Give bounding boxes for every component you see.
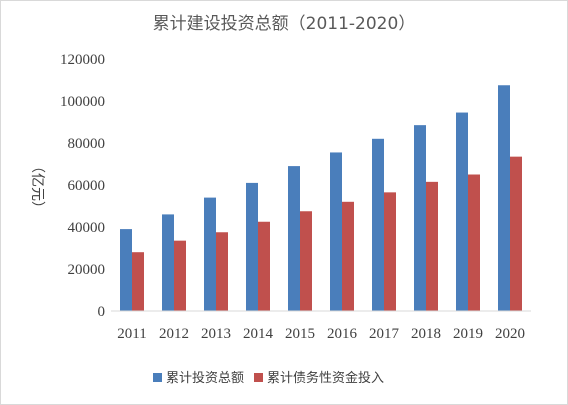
bars-group [120, 85, 522, 312]
bar-debt-funding [426, 181, 438, 311]
x-tick-label: 2020 [495, 326, 525, 342]
bar-debt-funding [174, 240, 186, 311]
legend-label-total-investment: 累计投资总额 [166, 370, 244, 386]
legend-label-debt-funding: 累计债务性资金投入 [267, 370, 384, 386]
legend: 累计投资总额 累计债务性资金投入 [153, 370, 384, 386]
x-tick-label: 2016 [327, 326, 358, 342]
bar-debt-funding [510, 156, 522, 311]
x-tick-label: 2012 [159, 326, 189, 342]
bar-debt-funding [384, 192, 396, 311]
x-tick-label: 2013 [201, 326, 231, 342]
bar-debt-funding [258, 221, 270, 311]
bar-total-investment [414, 125, 426, 312]
bar-total-investment [204, 197, 216, 311]
bar-total-investment [162, 214, 174, 311]
y-tick-label: 20000 [68, 262, 106, 278]
y-tick-label: 120000 [60, 52, 105, 68]
bar-total-investment [498, 85, 510, 311]
y-axis-ticks: 0 20000 40000 60000 80000 100000 120000 [60, 52, 105, 320]
bar-debt-funding [216, 232, 228, 311]
y-axis-label: （亿元） [29, 159, 45, 215]
x-tick-label: 2011 [117, 326, 146, 342]
bar-debt-funding [132, 252, 144, 311]
bar-total-investment [120, 229, 132, 311]
chart-title: 累计建设投资总额（2011-2020） [153, 14, 416, 34]
bar-debt-funding [300, 211, 312, 311]
bar-debt-funding [468, 174, 480, 311]
legend-swatch-total-investment [153, 373, 162, 382]
bar-total-investment [288, 166, 300, 311]
bar-total-investment [372, 138, 384, 311]
y-tick-label: 0 [98, 304, 106, 320]
legend-swatch-debt-funding [254, 373, 263, 382]
y-tick-label: 80000 [68, 136, 106, 152]
x-axis-ticks: 2011 2012 2013 2014 2015 2016 2017 2018 2019 2020 [117, 326, 525, 342]
y-tick-label: 40000 [68, 220, 106, 236]
x-tick-label: 2017 [369, 326, 400, 342]
y-tick-label: 100000 [60, 94, 105, 110]
x-tick-label: 2019 [453, 326, 483, 342]
x-tick-label: 2018 [411, 326, 441, 342]
bar-total-investment [330, 152, 342, 311]
x-tick-label: 2015 [285, 326, 315, 342]
bar-total-investment [456, 112, 468, 311]
x-tick-label: 2014 [243, 326, 274, 342]
y-tick-label: 60000 [68, 178, 106, 194]
bar-total-investment [246, 182, 258, 311]
bar-debt-funding [342, 201, 354, 311]
